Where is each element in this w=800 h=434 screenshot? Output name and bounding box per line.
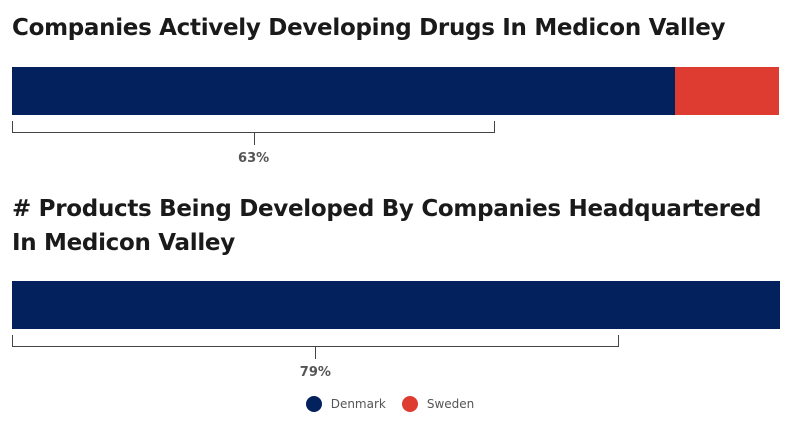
chart-title-products: # Products Being Developed By Companies … [12,196,762,256]
legend-swatch-sweden [401,396,418,412]
share-label-products: 79% [299,365,331,380]
legend-label-sweden: Sweden [426,397,475,411]
share-bracket-tick-companies [253,133,255,145]
bar-segment-denmark[interactable] [12,281,780,329]
bar-segment-denmark[interactable] [12,67,676,115]
legend-item-denmark[interactable]: Denmark [305,396,386,412]
legend-label-denmark: Denmark [330,397,386,411]
legend-swatch-denmark [305,396,322,412]
bar-segment-sweden[interactable] [675,67,779,115]
share-label-companies: 63% [238,151,270,166]
stacked-bar-products [12,281,780,329]
legend-item-sweden[interactable]: Sweden [401,396,475,412]
share-bracket-products [12,335,619,347]
legend: Denmark Sweden [0,396,780,412]
share-bracket-companies [12,121,496,133]
chart-title-companies: Companies Actively Developing Drugs In M… [12,15,726,41]
stacked-bar-companies [12,67,779,115]
share-bracket-tick-products [315,347,317,359]
